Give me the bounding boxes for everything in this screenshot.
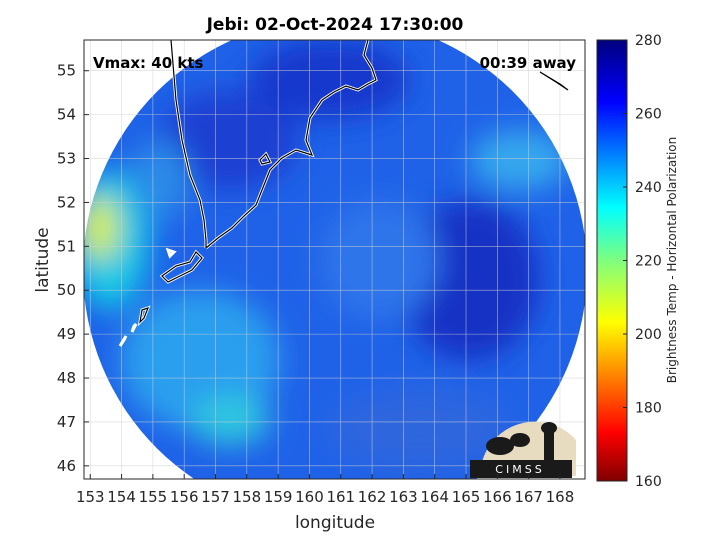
y-tick-label: 49 [57, 325, 76, 343]
colorbar-title: Brightness Temp - Horizontal Polarizatio… [665, 137, 679, 384]
grid-lines [84, 40, 585, 479]
x-tick-label: 157 [201, 488, 230, 506]
x-tick-label: 160 [295, 488, 324, 506]
y-tick-label: 52 [57, 193, 76, 211]
x-tick-label: 153 [76, 488, 105, 506]
time-away-annotation: 00:39 away [480, 54, 577, 72]
x-tick-label: 158 [233, 488, 262, 506]
y-tick-label: 48 [57, 369, 76, 387]
x-tick-label: 167 [514, 488, 543, 506]
x-axis: 153 154 155 156 157 158 159 160 161 162 163 164 165 1… [76, 474, 574, 506]
colorbar-ticks: 160 180 200 220 240 260 280 [623, 33, 662, 490]
vmax-annotation: Vmax: 40 kts [93, 54, 203, 72]
x-tick-label: 166 [483, 488, 512, 506]
y-tick-label: 46 [57, 457, 76, 475]
x-tick-label: 156 [170, 488, 199, 506]
x-axis-title: longitude [295, 513, 375, 533]
colorbar-tick-label: 240 [635, 180, 662, 196]
x-tick-label: 168 [546, 488, 575, 506]
x-tick-label: 154 [107, 488, 136, 506]
colorbar-tick-label: 180 [635, 401, 662, 417]
x-tick-label: 163 [389, 488, 418, 506]
colorbar-tick-label: 260 [635, 107, 662, 123]
y-axis-title: latitude [33, 227, 53, 292]
x-tick-label: 165 [452, 488, 481, 506]
plot-border [83, 39, 586, 480]
x-tick-label: 159 [264, 488, 293, 506]
y-tick-label: 55 [57, 62, 76, 80]
y-tick-label: 53 [57, 150, 76, 168]
x-tick-label: 161 [326, 488, 355, 506]
x-tick-label: 162 [358, 488, 387, 506]
colorbar-tick-label: 200 [635, 327, 662, 343]
y-tick-label: 51 [57, 237, 76, 255]
colorbar-tick-label: 280 [635, 33, 662, 49]
x-tick-label: 155 [139, 488, 168, 506]
cimss-logo: CIMSS [470, 421, 576, 478]
coastline-inner [139, 40, 569, 324]
y-tick-label: 50 [57, 281, 76, 299]
cimss-logo-text: CIMSS [495, 463, 544, 476]
chart-title: Jebi: 02-Oct-2024 17:30:00 [206, 15, 464, 35]
colorbar-tick-label: 160 [635, 474, 662, 490]
y-tick-label: 54 [57, 106, 76, 124]
y-tick-label: 47 [57, 413, 76, 431]
colorbar-tick-label: 220 [635, 254, 662, 270]
x-tick-label: 164 [420, 488, 449, 506]
y-axis: 46 47 48 49 50 51 52 53 54 55 [57, 62, 89, 475]
colorbar [596, 39, 628, 482]
